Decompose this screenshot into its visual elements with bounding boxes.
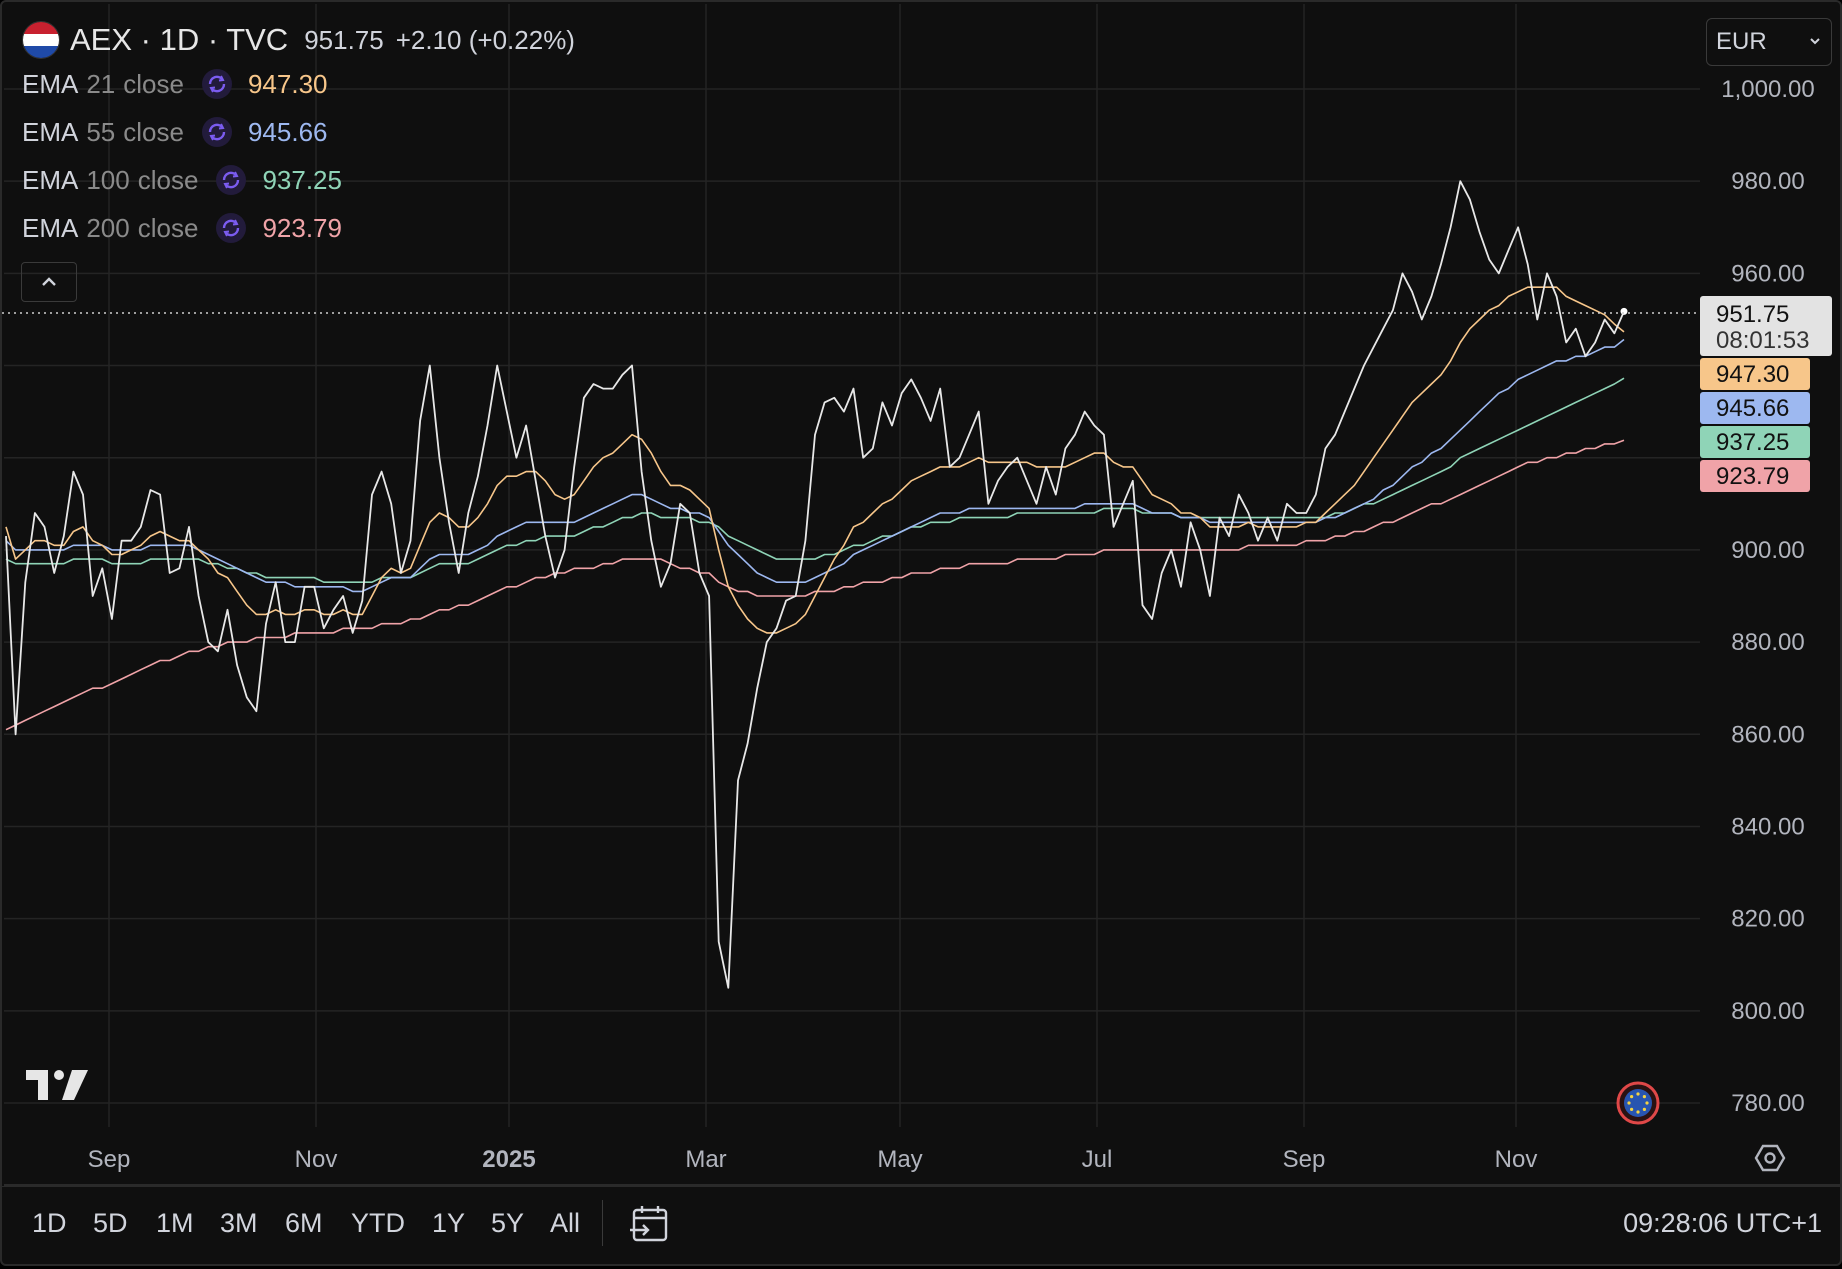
eu-events-icon[interactable] xyxy=(1616,1081,1660,1125)
ema-legend-row[interactable]: EMA 100 close 937.25 xyxy=(22,156,575,204)
last-price: 951.75 xyxy=(304,24,384,55)
currency-label: EUR xyxy=(1716,28,1767,55)
x-tick-label: Nov xyxy=(1495,1146,1538,1173)
calendar-goto-icon xyxy=(630,1206,668,1242)
symbol-title[interactable]: AEX · 1D · TVC xyxy=(70,22,289,57)
y-tick-label: 780.00 xyxy=(1731,1090,1804,1117)
ema-source: close xyxy=(123,68,184,99)
go-to-date-button[interactable] xyxy=(628,1202,672,1246)
ema-price-tag-value: 937.25 xyxy=(1716,429,1789,456)
ema-price-tag-value: 947.30 xyxy=(1716,361,1789,388)
ema-name: EMA xyxy=(22,164,79,195)
bottom-toolbar xyxy=(2,1186,1842,1269)
symbol-header: AEX · 1D · TVC 951.75 +2.10 (+0.22%) xyxy=(22,20,575,60)
netherlands-flag-icon xyxy=(22,21,60,59)
indicator-list: EMA 21 close 947.30 EMA 55 close 945.66 EMA 100 cl… xyxy=(22,60,575,252)
ema100-line[interactable] xyxy=(5,377,1625,584)
tradingview-logo-icon[interactable] xyxy=(26,1070,88,1100)
x-tick-label: Mar xyxy=(685,1146,726,1173)
ema-length: 21 xyxy=(86,68,116,99)
collapse-legend-button[interactable] xyxy=(21,262,77,302)
y-tick-label: 880.00 xyxy=(1731,629,1804,656)
chart-grid xyxy=(4,4,1700,1127)
toolbar-divider xyxy=(602,1200,603,1246)
ema-source: close xyxy=(137,164,199,195)
axis-settings-icon[interactable] xyxy=(1754,1144,1786,1172)
ema-price-tag xyxy=(1700,358,1810,390)
y-tick-label: 840.00 xyxy=(1731,813,1804,840)
range-button[interactable]: 1Y xyxy=(432,1208,466,1238)
ema-price-tag xyxy=(1700,392,1810,424)
y-tick-label: 820.00 xyxy=(1731,906,1804,933)
range-button[interactable]: All xyxy=(550,1208,581,1238)
y-tick-label: 960.00 xyxy=(1731,260,1804,287)
ema21-line[interactable] xyxy=(5,286,1625,634)
ema-name: EMA xyxy=(22,68,79,99)
sync-icon[interactable] xyxy=(216,213,247,243)
ema-value: 945.66 xyxy=(247,116,328,147)
sync-icon[interactable] xyxy=(201,117,232,147)
last-price-tag-value: 951.75 xyxy=(1716,301,1789,328)
x-tick-label: May xyxy=(877,1146,922,1173)
ema-price-tag-value: 923.79 xyxy=(1716,463,1789,490)
time-axis[interactable]: Sep Nov 2025 Mar May Jul Sep Nov xyxy=(88,1146,1538,1173)
price-axis[interactable]: 1,000.00 980.00 960.00 900.00 880.00 860.00 84… xyxy=(1721,76,1814,1117)
range-button[interactable]: 3M xyxy=(220,1208,258,1238)
clock[interactable]: 09:28:06 UTC+1 xyxy=(1623,1208,1822,1238)
ema-source: close xyxy=(123,116,184,147)
ema-source: close xyxy=(137,212,199,243)
ema-legend-row[interactable]: EMA 200 close 923.79 xyxy=(22,204,575,252)
series-layer xyxy=(5,180,1628,989)
ema-length: 100 xyxy=(86,164,130,195)
price-line[interactable] xyxy=(5,180,1625,989)
last-price-tag xyxy=(1700,296,1832,356)
range-button[interactable]: 1D xyxy=(32,1208,67,1238)
last-price-dot xyxy=(1620,307,1628,315)
ema-value: 947.30 xyxy=(247,68,328,99)
ema200-line[interactable] xyxy=(5,439,1625,731)
sync-icon[interactable] xyxy=(216,165,247,195)
range-button[interactable]: 6M xyxy=(285,1208,323,1238)
ema-name: EMA xyxy=(22,212,79,243)
ema-price-tag-value: 945.66 xyxy=(1716,395,1789,422)
ema-value: 923.79 xyxy=(262,212,342,243)
y-tick-label: 900.00 xyxy=(1731,537,1804,564)
sync-icon[interactable] xyxy=(201,69,232,99)
range-button[interactable]: YTD xyxy=(351,1208,405,1238)
ema-legend-row[interactable]: EMA 55 close 945.66 xyxy=(22,108,575,156)
chevron-up-icon xyxy=(42,277,56,286)
range-button[interactable]: 5Y xyxy=(491,1208,525,1238)
ema-price-tag xyxy=(1700,460,1810,492)
x-tick-label: Sep xyxy=(1283,1146,1326,1173)
ema-name: EMA xyxy=(22,116,79,147)
y-tick-label: 860.00 xyxy=(1731,721,1804,748)
bar-countdown: 08:01:53 xyxy=(1716,327,1809,354)
chevron-down-icon xyxy=(1810,38,1820,45)
range-button[interactable]: 1M xyxy=(156,1208,194,1238)
y-tick-label: 800.00 xyxy=(1731,998,1804,1025)
ema-price-tag xyxy=(1700,426,1810,458)
currency-select[interactable]: EUR xyxy=(1706,18,1832,66)
ema-value: 937.25 xyxy=(262,164,342,195)
x-tick-label: Sep xyxy=(88,1146,131,1173)
x-tick-label: Jul xyxy=(1082,1146,1113,1173)
range-button[interactable]: 5D xyxy=(93,1208,128,1238)
x-tick-label: 2025 xyxy=(482,1146,535,1173)
ema-length: 200 xyxy=(86,212,130,243)
price-change: +2.10 (+0.22%) xyxy=(395,24,575,55)
ema-legend-row[interactable]: EMA 21 close 947.30 xyxy=(22,60,575,108)
ema-length: 55 xyxy=(86,116,116,147)
chart-legend: AEX · 1D · TVC 951.75 +2.10 (+0.22%) EMA… xyxy=(22,20,575,252)
y-tick-label: 980.00 xyxy=(1731,168,1804,195)
y-tick-label: 1,000.00 xyxy=(1721,76,1814,103)
ema55-line[interactable] xyxy=(5,338,1625,593)
x-tick-label: Nov xyxy=(295,1146,338,1173)
